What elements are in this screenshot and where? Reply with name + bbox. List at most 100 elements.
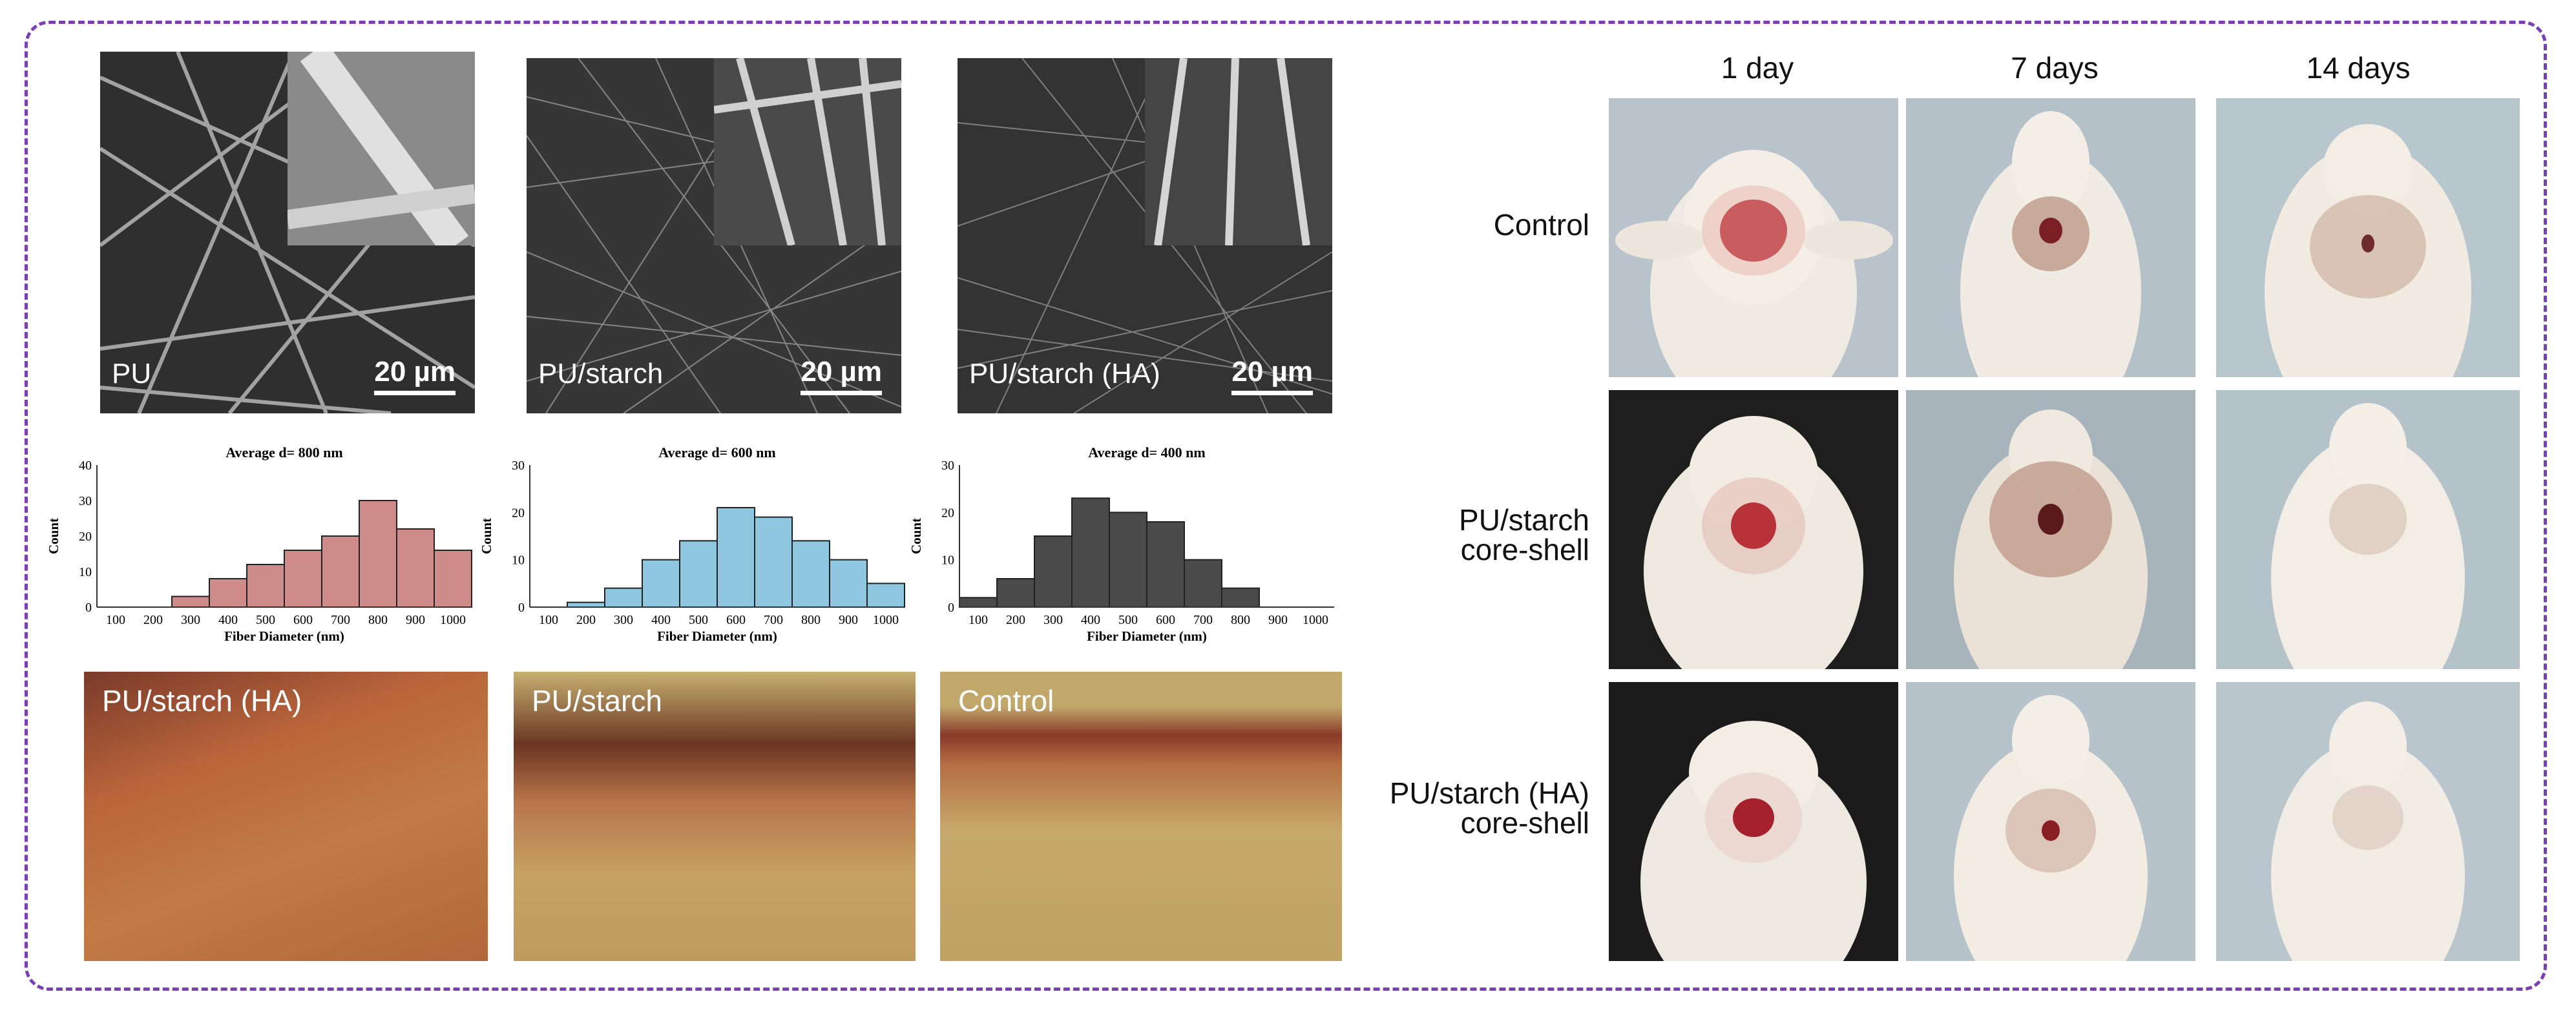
- y-tick-label: 20: [79, 530, 92, 544]
- x-tick-label: 200: [576, 613, 596, 627]
- histogram-bar: [996, 578, 1035, 608]
- x-tick-label: 400: [1081, 613, 1100, 627]
- histogram-pu: Average d= 800 nm 0 10 20 30 40 100 200 300 400 50…: [39, 439, 485, 652]
- x-tick-label: 500: [1118, 613, 1138, 627]
- histogram-bar: [246, 564, 285, 608]
- histogram-bar: [604, 587, 643, 608]
- scale-bar: 20 µm: [1231, 356, 1313, 395]
- tissue-label: Control: [958, 684, 1054, 718]
- wound-photo-pu-starch-day14: [2216, 390, 2520, 669]
- histogram-bar: [959, 597, 998, 608]
- histogram-bar: [209, 578, 247, 608]
- histogram-bar: [679, 540, 718, 608]
- sem-label: PU/starch: [538, 358, 664, 389]
- wound-photo-control-day7: [1906, 98, 2195, 377]
- histogram-bar: [1071, 497, 1110, 608]
- sem-panel-pu: PU 20 µm: [100, 52, 475, 413]
- sem-panel-pu-starch-ha: PU/starch (HA) 20 µm: [958, 58, 1332, 413]
- x-axis-label: Fiber Diameter (nm): [1087, 628, 1207, 644]
- sem-inset: [1145, 58, 1332, 246]
- wound-photo-pu-starch-day7: [1906, 390, 2195, 669]
- y-tick-label: 10: [79, 565, 92, 579]
- wound-photo-pu-starch-ha-day1: [1609, 682, 1898, 961]
- tissue-panel-control: Control: [940, 672, 1342, 961]
- x-tick-label: 100: [969, 613, 988, 627]
- histogram-bar: [567, 601, 605, 608]
- histogram-bar: [1184, 559, 1222, 608]
- x-tick-label: 1000: [873, 613, 899, 627]
- histogram-bar: [791, 540, 830, 608]
- figure-frame: [25, 21, 2547, 991]
- histogram-bar: [642, 559, 680, 608]
- y-tick-label: 30: [79, 494, 92, 508]
- x-tick-label: 300: [614, 613, 633, 627]
- histogram-bar: [171, 595, 210, 608]
- histogram-bar: [754, 516, 793, 608]
- x-tick-label: 400: [651, 613, 671, 627]
- scale-text: 20 µm: [1231, 356, 1313, 388]
- wound-photo-pu-starch-day1: [1609, 390, 1898, 669]
- tissue-panel-pu-starch: PU/starch: [514, 672, 916, 961]
- scale-text: 20 µm: [374, 356, 456, 388]
- histogram-bar: [1034, 535, 1073, 608]
- row-label-pu-starch: PU/starch core-shell: [1318, 505, 1589, 564]
- x-axis-label: Fiber Diameter (nm): [657, 628, 777, 644]
- row-label-line2: core-shell: [1460, 533, 1589, 566]
- tissue-label: PU/starch: [532, 684, 662, 718]
- tissue-panel-pu-starch-ha: PU/starch (HA): [84, 672, 488, 961]
- x-tick-label: 400: [218, 613, 238, 627]
- sem-panel-pu-starch: PU/starch 20 µm: [527, 58, 901, 413]
- wound-photo-pu-starch-ha-day7: [1906, 682, 2195, 961]
- day-label-7: 7 days: [2011, 51, 2099, 85]
- wound-photo-pu-starch-ha-day14: [2216, 682, 2520, 961]
- y-tick-label: 20: [941, 506, 954, 520]
- x-tick-label: 100: [539, 613, 558, 627]
- histogram-bar: [1109, 512, 1147, 608]
- sem-label: PU/starch (HA): [969, 358, 1160, 389]
- x-tick-label: 800: [801, 613, 821, 627]
- histogram-bar: [829, 559, 868, 608]
- y-tick-label: 10: [941, 554, 954, 568]
- histogram-bar: [866, 583, 905, 608]
- x-tick-label: 900: [406, 613, 425, 627]
- x-tick-label: 700: [764, 613, 783, 627]
- x-tick-label: 600: [1156, 613, 1175, 627]
- x-tick-label: 200: [143, 613, 163, 627]
- x-tick-label: 700: [331, 613, 350, 627]
- row-label-line1: Control: [1493, 208, 1589, 242]
- row-label-line1: PU/starch (HA): [1389, 776, 1589, 810]
- x-tick-label: 300: [181, 613, 200, 627]
- x-tick-label: 800: [368, 613, 388, 627]
- histogram-title: Average d= 800 nm: [225, 444, 342, 460]
- x-tick-label: 700: [1193, 613, 1213, 627]
- y-tick-label: 30: [512, 459, 525, 473]
- day-label-14: 14 days: [2306, 51, 2411, 85]
- histogram-bar: [1221, 587, 1260, 608]
- x-tick-label: 1000: [440, 613, 466, 627]
- y-tick-label: 0: [948, 601, 954, 615]
- x-tick-label: 300: [1043, 613, 1063, 627]
- x-tick-label: 500: [256, 613, 275, 627]
- histogram-bar: [284, 550, 322, 608]
- x-tick-label: 600: [293, 613, 313, 627]
- histogram-pu-starch-ha: Average d= 400 nm 0 10 20 30 100 200 300 400 500 6…: [901, 439, 1347, 652]
- scale-bar: 20 µm: [374, 356, 456, 395]
- x-tick-label: 600: [726, 613, 746, 627]
- row-label-line1: PU/starch: [1459, 503, 1589, 537]
- y-tick-label: 20: [512, 506, 525, 520]
- scale-bar: 20 µm: [801, 356, 882, 395]
- y-tick-label: 0: [85, 601, 92, 615]
- wound-photo-control-day14: [2216, 98, 2520, 377]
- x-tick-label: 1000: [1303, 613, 1328, 627]
- x-tick-label: 500: [689, 613, 708, 627]
- row-label-control: Control: [1318, 210, 1589, 240]
- histogram-bar: [359, 500, 397, 608]
- y-axis-label: Count: [46, 518, 61, 554]
- x-tick-label: 900: [839, 613, 858, 627]
- wound-photo-control-day1: [1609, 98, 1898, 377]
- histogram-bar: [321, 535, 360, 608]
- sem-inset: [713, 58, 901, 247]
- histogram-bar: [434, 550, 472, 608]
- sem-label: PU: [112, 358, 152, 389]
- y-tick-label: 10: [512, 554, 525, 568]
